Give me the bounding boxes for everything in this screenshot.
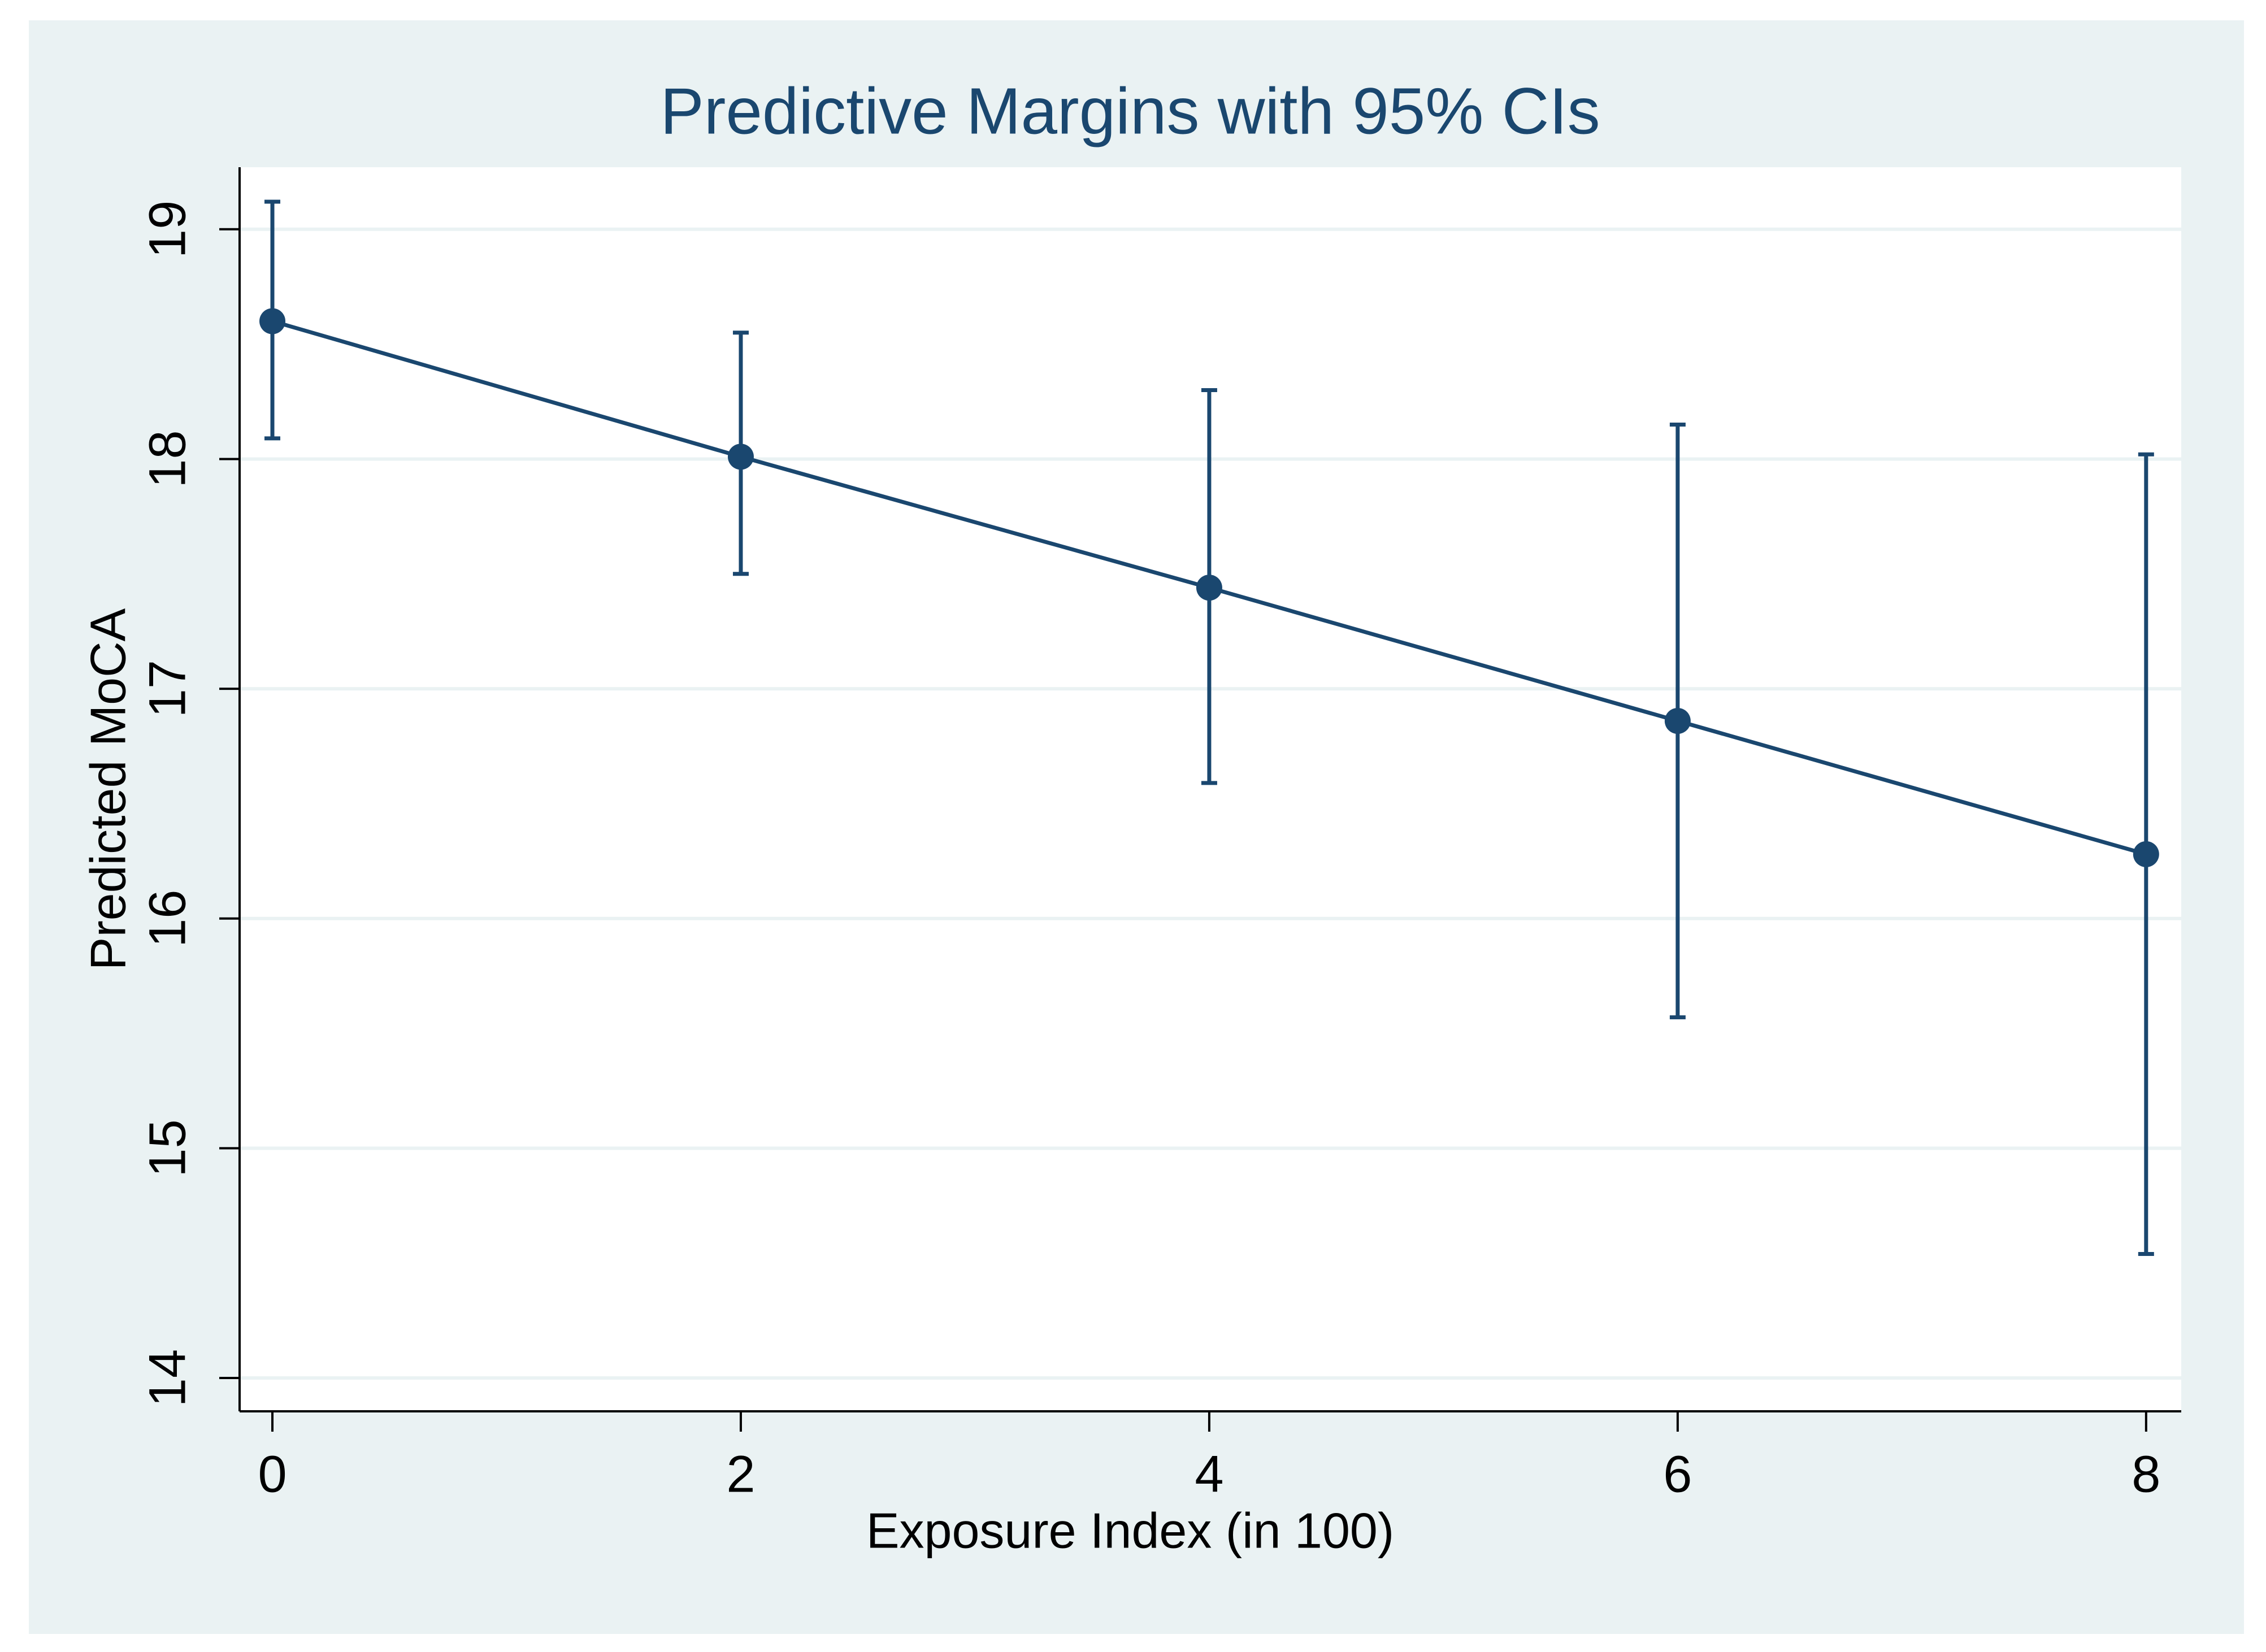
marker [1664, 708, 1691, 734]
y-tick-label: 18 [138, 430, 196, 488]
x-tick-label: 6 [1663, 1445, 1692, 1503]
x-tick-label: 0 [258, 1445, 286, 1503]
marker [1196, 575, 1222, 601]
y-tick-label: 16 [138, 890, 196, 947]
y-tick-label: 15 [138, 1119, 196, 1177]
x-tick-label: 2 [726, 1445, 755, 1503]
y-axis-title: Predicted MoCA [80, 608, 136, 970]
marker [2133, 841, 2159, 867]
y-tick-label: 17 [138, 660, 196, 718]
y-tick-label: 19 [138, 201, 196, 258]
y-tick-label: 14 [138, 1349, 196, 1407]
plot-region [240, 167, 2181, 1411]
marker [727, 444, 754, 470]
marker [259, 308, 286, 334]
x-tick-label: 8 [2132, 1445, 2160, 1503]
x-tick-label: 4 [1195, 1445, 1223, 1503]
chart-title: Predictive Margins with 95% CIs [660, 75, 1600, 148]
x-axis-title: Exposure Index (in 100) [866, 1502, 1394, 1558]
